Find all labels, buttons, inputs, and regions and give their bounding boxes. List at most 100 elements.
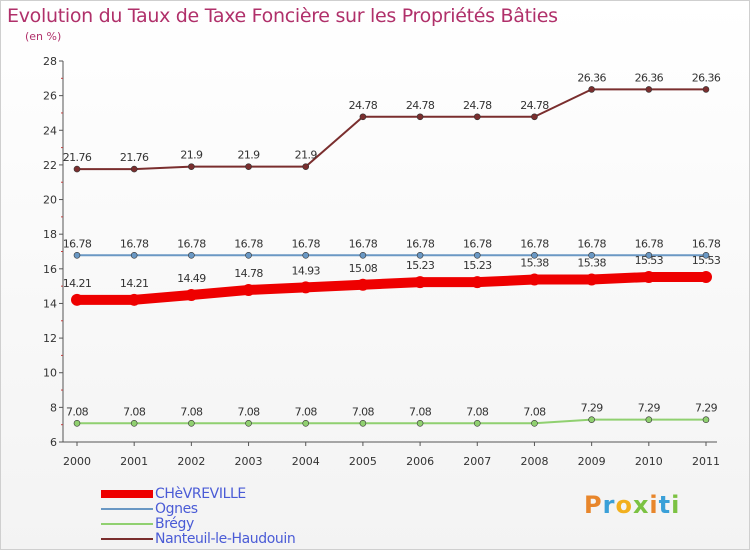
data-label: 7.08	[523, 405, 546, 418]
data-point	[359, 113, 367, 121]
data-label: 7.08	[180, 405, 203, 418]
x-tick-label: 2000	[63, 455, 91, 468]
legend-item: CHèVREVILLE	[101, 486, 295, 502]
data-label: 15.53	[692, 254, 721, 267]
data-label: 14.49	[177, 272, 206, 285]
x-tick-label: 2008	[520, 455, 548, 468]
data-point	[188, 419, 195, 427]
data-label: 24.78	[520, 99, 549, 112]
data-label: 7.08	[409, 405, 432, 418]
legend-swatch	[101, 489, 153, 498]
data-label: 16.78	[120, 237, 149, 250]
data-label: 16.78	[635, 237, 664, 250]
data-label: 16.78	[234, 237, 263, 250]
legend-item: Brégy	[101, 515, 295, 532]
data-point	[71, 293, 83, 306]
data-label: 14.21	[63, 277, 92, 290]
data-point	[245, 163, 252, 170]
logo-letter: x	[632, 491, 650, 519]
data-label: 24.78	[406, 99, 435, 112]
data-label: 26.36	[577, 71, 606, 84]
series-line	[72, 271, 711, 305]
x-tick-label: 2002	[177, 455, 205, 468]
y-tick-label: 20	[43, 194, 57, 207]
data-label: 7.29	[581, 402, 604, 415]
data-point	[73, 165, 81, 173]
data-point	[531, 252, 538, 259]
data-point	[188, 163, 195, 170]
data-point	[130, 419, 138, 427]
y-tick-label: 6	[50, 436, 57, 449]
data-label: 24.78	[349, 99, 378, 112]
data-label: 14.93	[291, 264, 320, 277]
y-tick-label: 14	[43, 297, 57, 310]
x-tick-label: 2009	[578, 455, 606, 468]
data-point	[702, 416, 710, 423]
data-label: 15.23	[463, 259, 492, 272]
data-point	[473, 252, 481, 259]
data-point	[645, 416, 653, 423]
data-point	[359, 419, 367, 427]
data-label: 16.78	[349, 237, 378, 250]
data-label: 15.38	[577, 257, 606, 270]
data-point	[302, 252, 310, 259]
data-label: 16.78	[692, 237, 721, 250]
data-point	[473, 113, 481, 121]
data-point	[645, 86, 653, 93]
data-point	[531, 113, 538, 121]
x-tick-label: 2006	[406, 455, 434, 468]
data-point	[585, 273, 598, 286]
data-point	[302, 419, 310, 427]
x-tick-label: 2011	[692, 455, 720, 468]
data-point	[588, 416, 595, 423]
data-point	[700, 270, 712, 283]
data-label: 7.08	[66, 405, 89, 418]
data-label: 21.9	[180, 149, 203, 162]
data-point	[645, 252, 653, 259]
data-label: 16.78	[406, 237, 435, 250]
data-label: 16.78	[63, 237, 92, 250]
data-point	[702, 86, 710, 93]
data-point	[130, 252, 138, 259]
data-label: 7.08	[466, 405, 489, 418]
series-line	[76, 88, 707, 171]
data-label: 14.78	[234, 267, 263, 280]
x-tick-label: 2005	[349, 455, 377, 468]
y-tick-label: 8	[50, 401, 57, 414]
data-label: 21.9	[295, 149, 318, 162]
data-point	[588, 86, 595, 93]
x-tick-label: 2001	[120, 455, 148, 468]
y-tick-label: 16	[43, 263, 57, 276]
data-label: 15.38	[520, 257, 549, 270]
data-point	[642, 270, 655, 283]
legend-label: Brégy	[155, 515, 194, 532]
data-point	[588, 252, 595, 259]
data-label: 26.36	[692, 71, 721, 84]
data-label: 15.08	[349, 262, 378, 275]
y-tick-label: 28	[43, 55, 57, 68]
chart-title: Evolution du Taux de Taxe Foncière sur l…	[7, 5, 558, 27]
data-point	[73, 419, 81, 427]
data-label: 7.29	[638, 402, 661, 415]
legend-swatch	[101, 537, 153, 540]
data-label: 24.78	[463, 99, 492, 112]
data-point	[302, 163, 310, 170]
logo-letter: i	[671, 491, 681, 519]
y-tick-label: 12	[43, 332, 57, 345]
data-label: 7.08	[123, 405, 146, 418]
data-point	[471, 276, 484, 289]
data-label: 16.78	[177, 237, 206, 250]
data-point	[73, 252, 81, 259]
x-tick-label: 2007	[463, 455, 491, 468]
data-point	[188, 252, 195, 259]
x-tick-label: 2010	[635, 455, 663, 468]
chart-unit-subtitle: (en %)	[25, 30, 62, 43]
data-point	[130, 165, 138, 173]
data-label: 16.78	[463, 237, 492, 250]
data-point	[359, 252, 367, 259]
data-label: 21.9	[237, 149, 260, 162]
data-point	[702, 252, 710, 259]
data-label: 15.23	[406, 259, 435, 272]
